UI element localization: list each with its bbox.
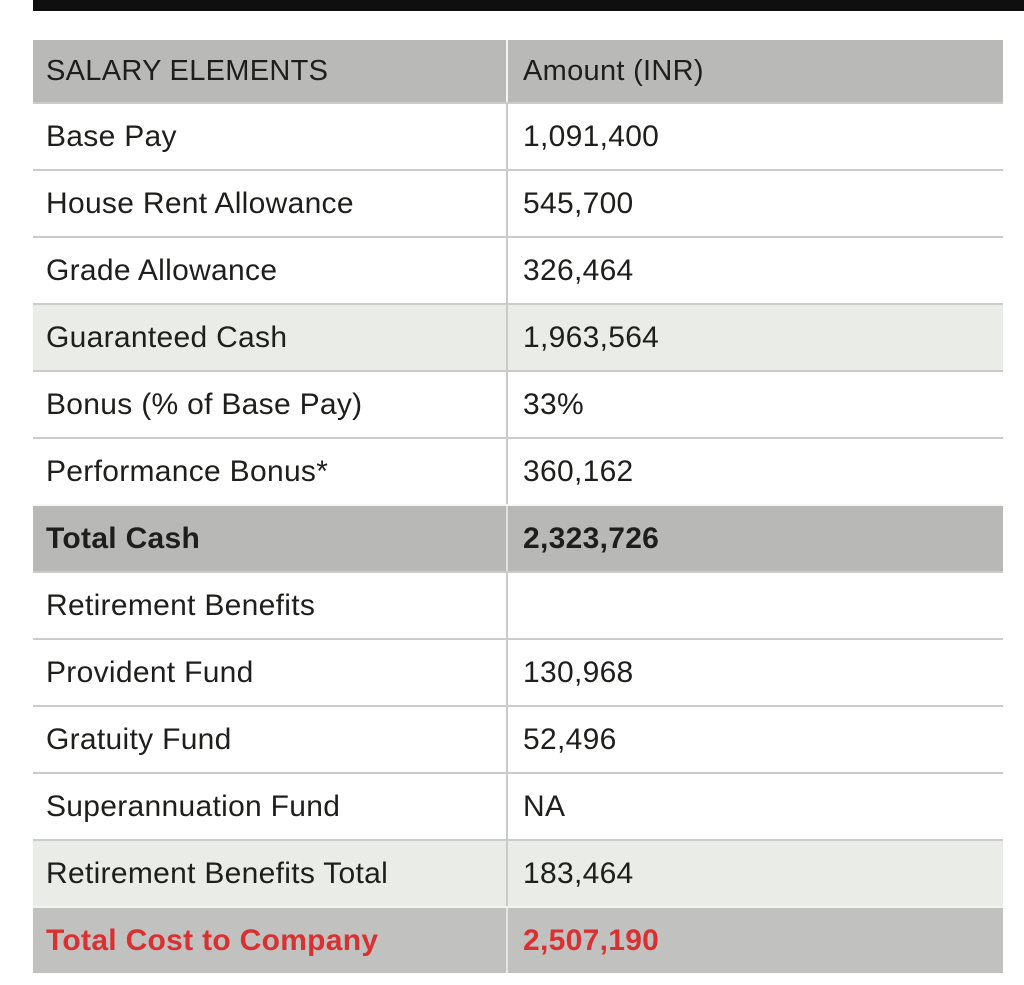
table-row-total-cash: Total Cash 2,323,726 (33, 504, 1003, 571)
row-label: Retirement Benefits Total (46, 856, 389, 890)
row-label: Gratuity Fund (46, 722, 232, 756)
row-value: 52,496 (506, 707, 1003, 772)
table-row-retirement-benefits-total: Retirement Benefits Total 183,464 (33, 839, 1003, 906)
row-label: Bonus (% of Base Pay) (46, 387, 363, 421)
row-value (506, 573, 1003, 638)
row-value: 326,464 (506, 238, 1003, 303)
row-value: 360,162 (506, 439, 1003, 504)
row-label: Performance Bonus* (46, 454, 329, 488)
table-row-performance-bonus: Performance Bonus* 360,162 (33, 437, 1003, 504)
column-header-salary-elements: SALARY ELEMENTS (46, 54, 329, 87)
row-value: 1,091,400 (506, 104, 1003, 169)
row-value: NA (506, 774, 1003, 839)
table-row-guaranteed-cash: Guaranteed Cash 1,963,564 (33, 303, 1003, 370)
row-value: 1,963,564 (506, 305, 1003, 370)
row-value: 33% (506, 372, 1003, 437)
row-label: Provident Fund (46, 655, 254, 689)
row-label: Base Pay (46, 119, 177, 153)
row-label: Retirement Benefits (46, 588, 316, 622)
table-row-grade-allowance: Grade Allowance 326,464 (33, 236, 1003, 303)
row-label: Superannuation Fund (46, 789, 341, 823)
table-row-total-cost-to-company: Total Cost to Company 2,507,190 (33, 906, 1003, 973)
row-value: 183,464 (506, 841, 1003, 906)
row-label: House Rent Allowance (46, 186, 354, 220)
salary-table: SALARY ELEMENTS Amount (INR) Base Pay 1,… (33, 40, 1003, 973)
row-value: 545,700 (506, 171, 1003, 236)
row-label: Total Cost to Company (46, 923, 379, 957)
row-label: Total Cash (46, 521, 201, 555)
row-value: 2,323,726 (506, 506, 1003, 571)
table-row-superannuation-fund: Superannuation Fund NA (33, 772, 1003, 839)
row-label: Guaranteed Cash (46, 320, 288, 354)
table-header-row: SALARY ELEMENTS Amount (INR) (33, 40, 1003, 102)
table-row-provident-fund: Provident Fund 130,968 (33, 638, 1003, 705)
row-value: 2,507,190 (506, 908, 1003, 973)
row-value: 130,968 (506, 640, 1003, 705)
table-row-bonus-percent: Bonus (% of Base Pay) 33% (33, 370, 1003, 437)
table-row-gratuity-fund: Gratuity Fund 52,496 (33, 705, 1003, 772)
top-black-bar (33, 0, 1024, 11)
table-row-house-rent-allowance: House Rent Allowance 545,700 (33, 169, 1003, 236)
table-row-retirement-benefits: Retirement Benefits (33, 571, 1003, 638)
table-row-base-pay: Base Pay 1,091,400 (33, 102, 1003, 169)
row-label: Grade Allowance (46, 253, 278, 287)
column-header-amount: Amount (INR) (506, 40, 1003, 102)
